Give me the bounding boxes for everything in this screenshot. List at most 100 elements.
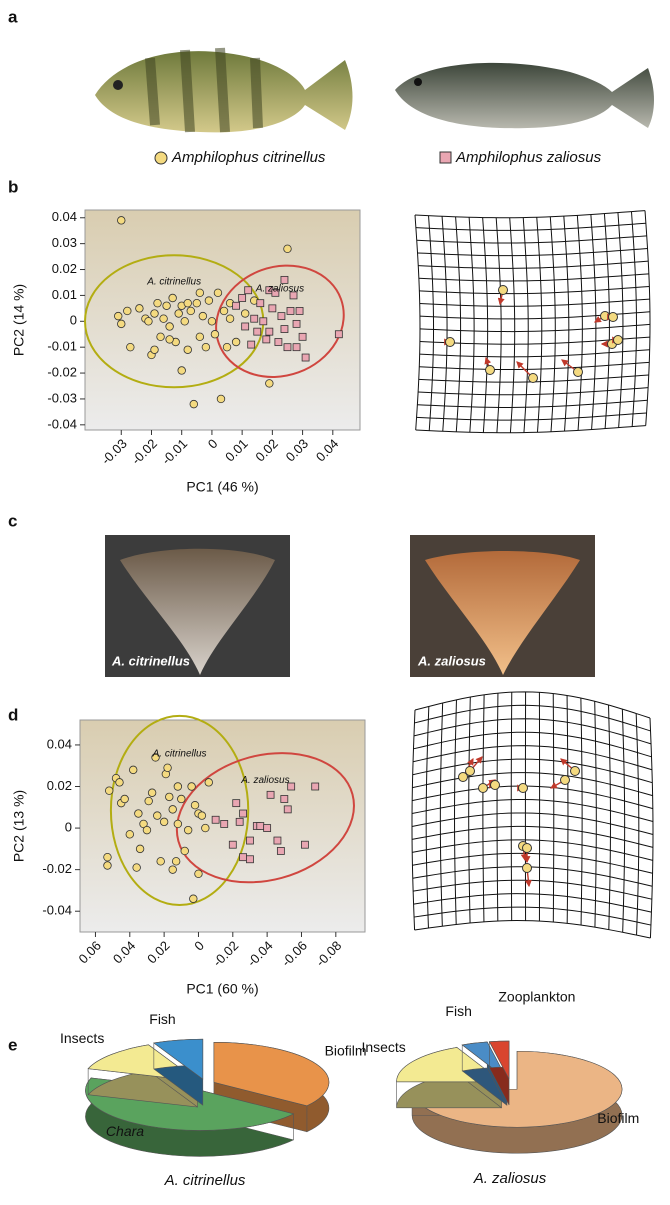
deformation-grid (419, 361, 650, 371)
point (225, 314, 235, 323)
point (104, 786, 114, 795)
y-tick-label: 0.04 (47, 736, 72, 751)
point (195, 332, 205, 342)
y-axis-title: PC2 (13 %) (11, 790, 27, 862)
panel-label: a (8, 7, 18, 26)
landmark (522, 863, 532, 873)
deformation-grid (417, 248, 648, 257)
point (204, 778, 213, 787)
point (165, 322, 174, 331)
x-tick-label: 0.02 (252, 436, 281, 465)
point (210, 330, 220, 339)
point (283, 244, 292, 254)
landmark (465, 766, 475, 776)
photo-label: A. zaliosus (417, 653, 486, 668)
point (232, 799, 241, 808)
deformation-grid (411, 825, 654, 848)
point (183, 298, 192, 308)
deformation-grid (412, 785, 653, 810)
deformation-grid (411, 709, 416, 931)
landmark (528, 373, 538, 383)
x-axis-title: PC1 (60 %) (186, 981, 258, 997)
y-tick-label: 0.02 (52, 261, 77, 276)
point (289, 291, 298, 300)
deformation-grid (418, 260, 649, 269)
point (222, 342, 232, 352)
x-tick-label: 0 (191, 938, 207, 954)
landmark (485, 365, 495, 375)
panel-label: d (8, 705, 18, 724)
landmark (458, 772, 468, 782)
y-tick-label: -0.02 (47, 364, 77, 379)
point (292, 343, 301, 352)
y-axis-title: PC2 (14 %) (11, 284, 27, 356)
point (201, 342, 211, 352)
deformation-grid (414, 210, 646, 219)
fish-photo (95, 47, 353, 133)
deformation-grid (411, 799, 654, 823)
deformation-grid (419, 285, 650, 295)
legend-marker (154, 151, 168, 165)
deformation-grid (415, 425, 646, 434)
deformation-grid (419, 298, 650, 307)
deformation-grid (576, 215, 583, 431)
pie-slice (213, 1041, 330, 1107)
deformation-grid (414, 704, 651, 732)
landmark (490, 780, 500, 790)
deformation-grid (468, 217, 475, 433)
point (123, 306, 132, 316)
point (180, 846, 189, 856)
deformation-grid (644, 210, 651, 426)
point (265, 327, 274, 336)
y-tick-label: 0.04 (52, 209, 77, 224)
legend-label: Amphilophus citrinellus (171, 149, 326, 166)
point (165, 335, 174, 344)
deformation-grid (417, 399, 648, 408)
point (246, 855, 254, 864)
point (163, 763, 172, 773)
deformation-grid (649, 717, 654, 939)
point (240, 309, 250, 318)
x-tick-label: 0 (205, 436, 221, 452)
point (117, 216, 126, 225)
landmark (613, 335, 623, 345)
deformation-grid (414, 214, 421, 431)
landmark (570, 766, 580, 776)
deformation-grid (416, 235, 647, 244)
point (213, 288, 223, 298)
point (183, 345, 192, 354)
pie-slice (411, 1050, 623, 1128)
y-tick-label: 0.01 (52, 287, 77, 302)
deformation-grid (413, 906, 652, 926)
deformation-grid (412, 772, 653, 797)
pie-title: A. zaliosus (473, 1170, 547, 1187)
point (239, 809, 248, 818)
point (235, 817, 244, 826)
point (134, 809, 143, 818)
point (216, 394, 226, 404)
deformation-grid (441, 216, 448, 432)
point (276, 847, 285, 855)
point (265, 379, 274, 388)
deformation-grid (413, 731, 652, 758)
x-tick-label: 0.03 (283, 436, 312, 465)
deformation-grid (594, 701, 597, 928)
y-tick-label: -0.04 (47, 416, 77, 431)
deformation-grid (416, 412, 647, 421)
point (250, 314, 259, 323)
y-tick-label: -0.02 (42, 861, 72, 876)
point (298, 332, 307, 341)
point (231, 337, 241, 347)
deformation-grid (563, 216, 570, 432)
point (259, 317, 268, 326)
y-tick-label: 0.02 (47, 778, 72, 793)
deformation-grid (419, 349, 650, 358)
point (150, 309, 159, 318)
x-tick-label: 0.01 (222, 436, 251, 465)
y-tick-label: -0.01 (47, 339, 77, 354)
fish-photo (395, 62, 654, 129)
landmark (498, 285, 508, 295)
point (211, 815, 220, 824)
slice-label: Biofilm (325, 1042, 367, 1058)
